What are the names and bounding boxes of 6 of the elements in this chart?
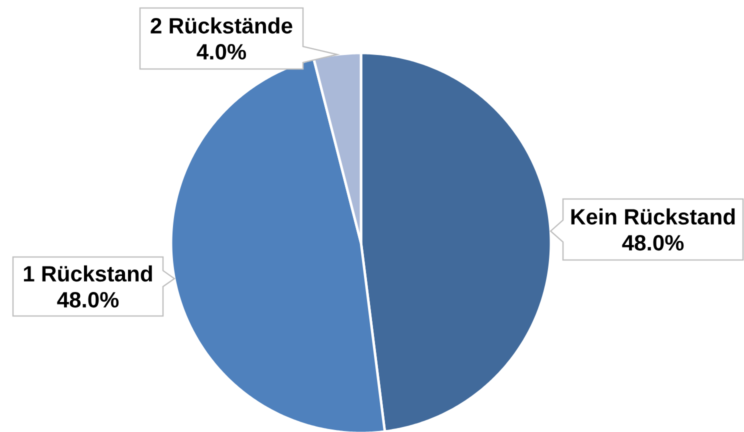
slice-label: 1 Rückstand bbox=[24, 265, 152, 282]
data-label: 48.0% bbox=[57, 292, 119, 308]
data-label: 48.0% bbox=[622, 235, 684, 251]
slice-label: Kein Rückstand bbox=[571, 208, 735, 225]
data-label: 4.0% bbox=[196, 44, 246, 60]
slice-label: 2 Rückstände bbox=[150, 17, 292, 34]
